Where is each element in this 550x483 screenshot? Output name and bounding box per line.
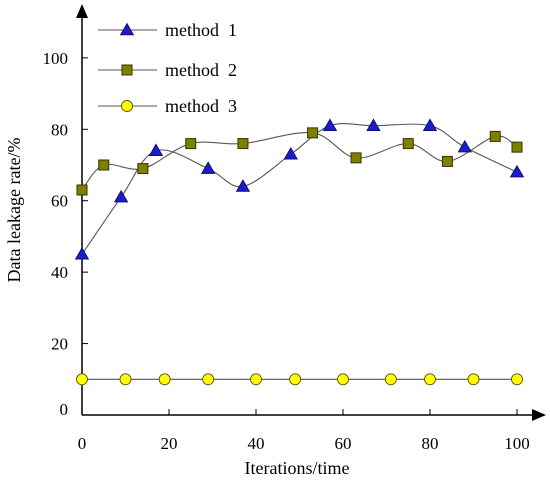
data-point-series-1 (457, 139, 472, 153)
data-point-series-2 (307, 127, 319, 139)
data-point-series-2 (441, 155, 453, 167)
legend-marker-2 (121, 64, 133, 76)
legend-marker-1 (119, 22, 135, 36)
data-point-series-3 (424, 373, 436, 386)
data-point-series-2 (489, 130, 501, 142)
x-tick-label: 20 (161, 434, 178, 453)
y-axis-label: Data leakage rate/% (4, 138, 24, 283)
y-tick-label: 40 (51, 263, 68, 282)
data-point-series-3 (511, 373, 523, 386)
data-point-series-1 (235, 179, 251, 192)
legend-marker-3 (121, 100, 133, 112)
data-point-series-3 (119, 373, 132, 386)
data-point-series-3 (76, 373, 88, 386)
data-point-series-2 (237, 138, 249, 150)
data-point-series-3 (250, 373, 262, 386)
x-tick-label: 60 (335, 434, 352, 453)
data-point-series-1 (74, 246, 90, 260)
x-tick-label: 100 (504, 434, 530, 453)
data-point-series-1 (322, 118, 338, 131)
data-point-series-3 (158, 373, 171, 386)
data-point-series-1 (366, 118, 381, 131)
y-tick-label: 60 (51, 192, 68, 211)
data-point-series-1 (148, 143, 164, 156)
data-point-series-2 (402, 138, 414, 150)
x-axis-label: Iterations/time (245, 458, 350, 478)
data-point-series-3 (202, 373, 215, 386)
data-point-series-3 (384, 373, 397, 386)
x-tick-label: 0 (78, 434, 87, 453)
data-point-series-3 (467, 373, 480, 386)
legend: method 1 method 2 method 3 (98, 20, 237, 116)
data-point-series-1 (509, 164, 525, 178)
legend-label-1: method 1 (165, 20, 237, 40)
data-point-series-2 (511, 141, 523, 153)
series-markers (74, 118, 525, 386)
y-tick-label: 20 (51, 335, 68, 354)
data-point-series-2 (185, 138, 197, 150)
legend-label-2: method 2 (165, 60, 237, 80)
data-point-series-2 (76, 184, 88, 196)
y-tick-label: 80 (51, 120, 68, 139)
data-point-series-1 (422, 118, 438, 131)
data-point-series-1 (113, 189, 129, 203)
data-point-series-3 (337, 373, 349, 386)
data-point-series-2 (350, 152, 362, 164)
y-tick-label: 100 (43, 49, 69, 68)
data-point-series-3 (289, 373, 302, 386)
axes: 0 20 40 60 80 100 0 20 40 60 80 100 (43, 4, 546, 453)
y-axis-arrow (76, 4, 88, 18)
data-point-series-2 (137, 163, 149, 175)
x-tick-label: 40 (248, 434, 265, 453)
data-point-series-2 (98, 159, 110, 171)
series-line-1 (81, 123, 518, 255)
legend-label-3: method 3 (165, 96, 237, 116)
data-point-series-1 (200, 161, 216, 174)
x-axis-arrow (532, 409, 546, 421)
data-point-series-1 (283, 146, 298, 160)
y-tick-label: 0 (60, 400, 69, 419)
x-tick-label: 80 (422, 434, 439, 453)
